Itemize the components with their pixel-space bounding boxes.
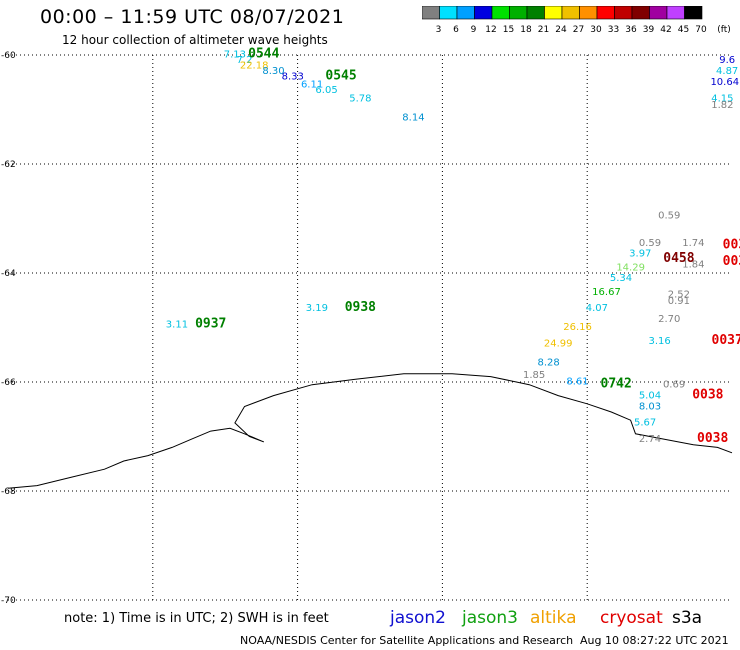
wave-height-value: 5.78	[349, 93, 371, 104]
wave-height-value: 16.67	[592, 287, 621, 298]
map-subtitle: 12 hour collection of altimeter wave hei…	[62, 33, 328, 47]
pass-time-label: 0938	[345, 300, 376, 315]
colorbar-tick-label: 15	[503, 25, 514, 35]
colorbar-tick-label: 36	[625, 25, 637, 35]
wave-height-value: 8.03	[639, 401, 661, 412]
color-legend: 3 6 9 12 15 18 21 24 27 30 33 36 39 42 45 70 (ft)	[422, 6, 731, 35]
colorbar-tick-label: 12	[485, 25, 496, 35]
legend-altika: altika	[530, 608, 577, 628]
credit-line: NOAA/NESDIS Center for Satellite Applica…	[240, 634, 574, 647]
pass-time-label: 003	[723, 254, 740, 269]
legend-jason2: jason2	[390, 608, 446, 628]
colorbar-tick-label: 9	[471, 25, 477, 35]
generated-timestamp: Aug 10 08:27:22 UTC 2021	[580, 634, 729, 647]
wave-height-value: 5.34	[610, 273, 632, 284]
wave-height-value: 5.67	[634, 418, 656, 429]
wave-height-value: 22.18	[240, 61, 269, 72]
wave-height-value: 0.59	[639, 238, 661, 249]
wave-height-value: 24.99	[544, 339, 573, 350]
pass-time-label: 0544	[248, 47, 279, 62]
colorbar-swatch	[684, 6, 703, 20]
wave-height-value: 6.11	[301, 80, 323, 91]
colorbar-tick-label: 6	[453, 25, 459, 35]
wave-height-map: 454851545760-60-62-64-66-68-707.137.222.…	[1, 47, 740, 605]
footer-note: note: 1) Time is in UTC; 2) SWH is in fe…	[64, 611, 329, 626]
wave-height-value: 4.87	[716, 66, 738, 77]
pass-time-label: 003	[723, 237, 740, 252]
colorbar-tick-label: 30	[590, 25, 602, 35]
wave-height-value: 3.19	[306, 303, 328, 314]
colorbar-tick-label: 39	[643, 25, 655, 35]
colorbar-tick-label: 18	[520, 25, 532, 35]
lat-tick-label: -70	[1, 596, 16, 605]
wave-height-value: 1.74	[682, 238, 704, 249]
pass-time-label: 0742	[601, 376, 632, 391]
wave-height-value: 4.15	[711, 93, 733, 104]
lat-tick-label: -62	[1, 160, 16, 170]
wave-height-value: 26.16	[563, 322, 592, 333]
wave-height-value: 5.04	[639, 390, 661, 401]
lat-tick-label: -66	[1, 378, 16, 388]
colorbar-tick-label: 21	[538, 25, 549, 35]
wave-height-value: 3.16	[648, 336, 670, 347]
pass-time-label: 0458	[663, 251, 694, 266]
colorbar-tick-label: 27	[573, 25, 584, 35]
wave-height-value: 10.64	[710, 77, 739, 88]
legend-jason3: jason3	[462, 608, 518, 628]
lat-tick-label: -64	[1, 269, 16, 279]
wave-height-value: 8.33	[282, 72, 304, 83]
wave-height-value: 0.91	[668, 296, 690, 307]
wave-height-value: 1.85	[523, 370, 545, 381]
wave-height-value: 0.69	[663, 379, 685, 390]
wave-height-value: 3.97	[629, 249, 651, 260]
lat-tick-label: -68	[1, 487, 16, 497]
pass-time-label: 0038	[692, 387, 723, 402]
wave-height-value: 7.2	[237, 55, 253, 66]
pass-time-label: 0038	[697, 431, 728, 446]
wave-height-value: 2.74	[639, 434, 661, 445]
wave-height-value: 1.82	[711, 100, 733, 111]
lat-tick-label: -60	[1, 51, 16, 61]
wave-height-value: 6.05	[315, 85, 337, 96]
coastline	[7, 373, 733, 489]
wave-height-value: 9.6	[719, 55, 735, 66]
pass-time-label: 0545	[325, 69, 356, 84]
legend-cryosat: cryosat	[600, 608, 663, 628]
wave-height-value: 8.14	[402, 112, 424, 123]
wave-height-value: 0.59	[658, 211, 680, 222]
wave-height-value: 8.30	[262, 66, 284, 77]
colorbar-tick-label: 24	[555, 25, 567, 35]
legend-s3a: s3a	[672, 608, 703, 628]
wave-height-value: 1.84	[682, 260, 704, 271]
colorbar-tick-label: 45	[678, 25, 689, 35]
wave-height-value: 8.28	[537, 358, 559, 369]
colorbar-tick-label: 3	[436, 25, 442, 35]
wave-height-value: 7.13	[224, 50, 246, 61]
wave-height-value: 4.07	[586, 303, 608, 314]
wave-height-value: 3.11	[166, 320, 188, 331]
wave-height-value: 2.70	[658, 314, 680, 325]
colorbar-tick-label: 33	[608, 25, 619, 35]
wave-height-value: 2.52	[668, 290, 690, 301]
wave-height-value: 8.61	[566, 377, 588, 388]
colorbar-unit: (ft)	[717, 25, 731, 35]
pass-time-label: 0037	[712, 333, 740, 348]
colorbar-tick-label: 70	[695, 25, 707, 35]
pass-time-label: 0937	[195, 317, 226, 332]
colorbar-tick-label: 42	[660, 25, 671, 35]
wave-height-value: 14.29	[616, 262, 645, 273]
map-title: 00:00 – 11:59 UTC 08/07/2021	[40, 6, 345, 28]
